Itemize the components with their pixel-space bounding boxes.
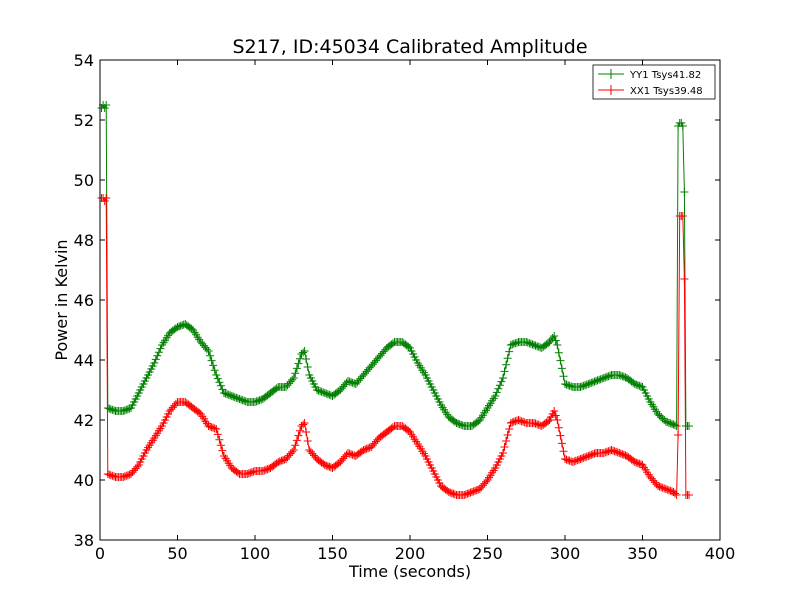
x-tick-label: 100: [240, 544, 271, 563]
y-tick-label: 52: [74, 111, 94, 130]
x-tick-labels: 0 50 100 150 200 250 300 350 400: [95, 544, 735, 563]
legend: YY1 Tsys41.82 XX1 Tsys39.48: [592, 64, 716, 100]
x-tick-label: 350: [627, 544, 658, 563]
legend-label-yy1: YY1 Tsys41.82: [629, 70, 701, 81]
y-tick-label: 48: [74, 231, 94, 250]
y-tick-label: 44: [74, 351, 94, 370]
x-tick-label: 50: [167, 544, 187, 563]
x-tick-label: 250: [472, 544, 503, 563]
legend-box: [592, 64, 716, 100]
legend-label-xx1: XX1 Tsys39.48: [630, 86, 703, 97]
y-tick-label: 54: [74, 51, 94, 70]
series-layer: [97, 101, 693, 499]
series-1: [97, 194, 693, 499]
y-tick-label: 50: [74, 171, 94, 190]
plot-area: [100, 60, 720, 540]
chart-title: S217, ID:45034 Calibrated Amplitude: [232, 36, 587, 58]
y-tick-label: 42: [74, 411, 94, 430]
y-tick-label: 38: [74, 531, 94, 550]
x-tick-label: 200: [395, 544, 426, 563]
legend-marker-xx1: [606, 85, 616, 95]
legend-marker-yy1: [606, 69, 616, 79]
y-tick-label: 40: [74, 471, 94, 490]
x-tick-label: 400: [705, 544, 736, 563]
x-tick-label: 150: [317, 544, 348, 563]
series-0: [97, 101, 693, 430]
x-tick-label: 0: [95, 544, 105, 563]
y-axis-label: Power in Kelvin: [52, 239, 71, 360]
ticks-layer: [99, 59, 721, 541]
series-markers: [97, 101, 693, 430]
series-markers: [97, 194, 693, 499]
y-tick-label: 46: [74, 291, 94, 310]
y-tick-labels: 38 40 42 44 46 48 50 52 54: [74, 51, 94, 550]
x-tick-label: 300: [550, 544, 581, 563]
x-axis-label: Time (seconds): [348, 562, 471, 581]
